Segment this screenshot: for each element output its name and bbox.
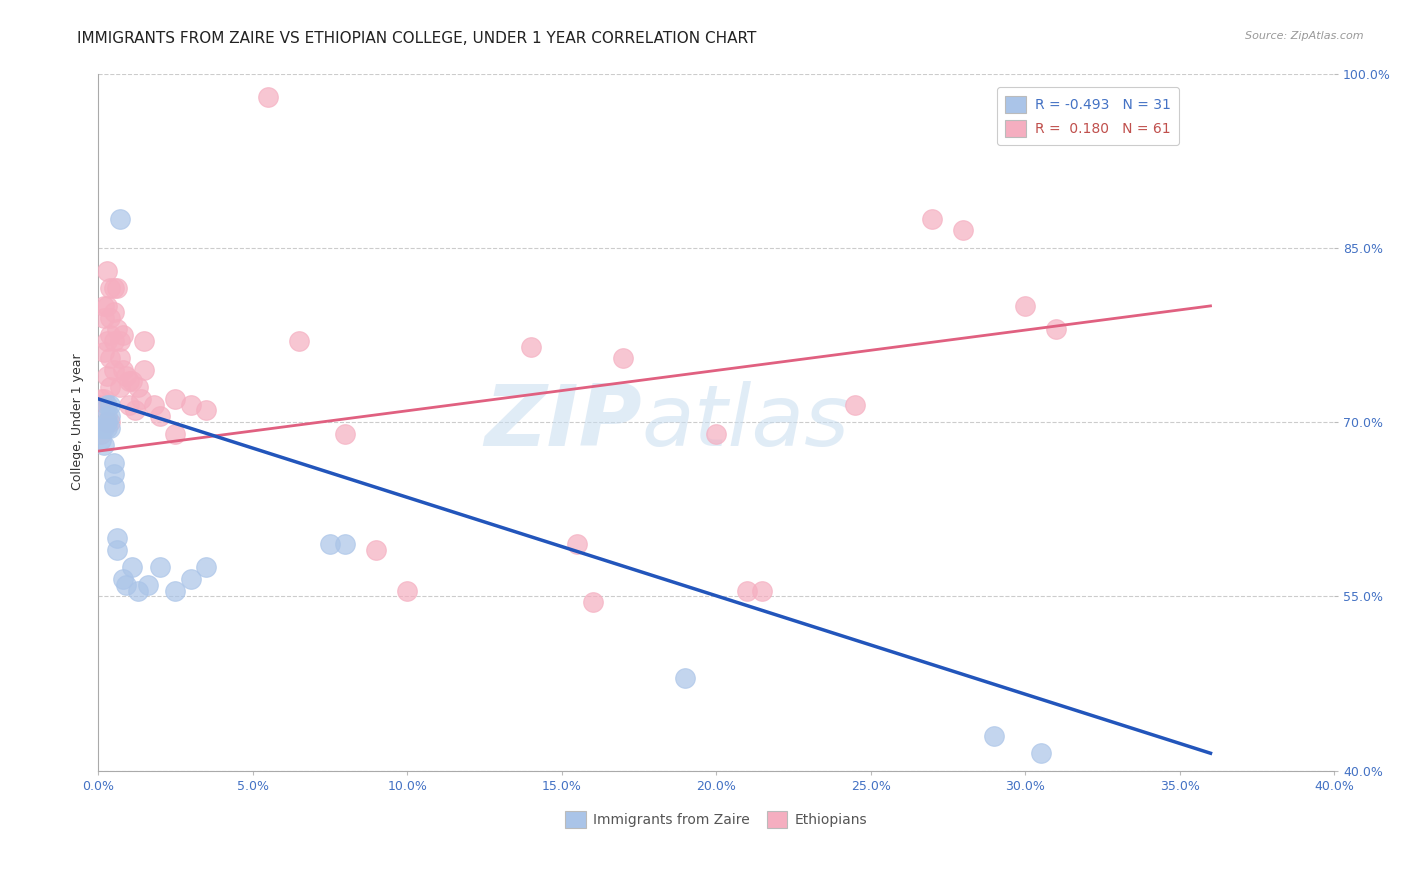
Point bbox=[165, 426, 187, 441]
Point bbox=[103, 456, 125, 470]
Legend: Immigrants from Zaire, Ethiopians: Immigrants from Zaire, Ethiopians bbox=[560, 805, 873, 833]
Point bbox=[673, 671, 696, 685]
Point bbox=[90, 398, 112, 412]
Point bbox=[111, 363, 134, 377]
Point bbox=[127, 380, 149, 394]
Point bbox=[396, 583, 419, 598]
Point bbox=[90, 426, 112, 441]
Point bbox=[195, 403, 218, 417]
Point bbox=[105, 322, 128, 336]
Point bbox=[96, 299, 118, 313]
Point bbox=[519, 340, 541, 354]
Point bbox=[93, 299, 115, 313]
Point bbox=[165, 392, 187, 406]
Point bbox=[127, 583, 149, 598]
Point bbox=[115, 578, 138, 592]
Point bbox=[100, 310, 122, 325]
Point bbox=[136, 578, 159, 592]
Point bbox=[121, 375, 143, 389]
Point bbox=[90, 392, 112, 406]
Text: atlas: atlas bbox=[643, 381, 851, 464]
Point bbox=[100, 380, 122, 394]
Point bbox=[105, 542, 128, 557]
Point bbox=[108, 380, 131, 394]
Point bbox=[93, 421, 115, 435]
Point bbox=[142, 398, 165, 412]
Point bbox=[149, 409, 172, 424]
Point bbox=[103, 334, 125, 348]
Point bbox=[105, 281, 128, 295]
Point bbox=[108, 211, 131, 226]
Point bbox=[735, 583, 758, 598]
Point bbox=[100, 415, 122, 429]
Text: IMMIGRANTS FROM ZAIRE VS ETHIOPIAN COLLEGE, UNDER 1 YEAR CORRELATION CHART: IMMIGRANTS FROM ZAIRE VS ETHIOPIAN COLLE… bbox=[77, 31, 756, 46]
Text: ZIP: ZIP bbox=[484, 381, 643, 464]
Point bbox=[103, 281, 125, 295]
Point bbox=[103, 304, 125, 318]
Point bbox=[100, 328, 122, 343]
Point bbox=[335, 426, 357, 441]
Point bbox=[612, 351, 634, 366]
Point bbox=[96, 415, 118, 429]
Point bbox=[103, 363, 125, 377]
Point bbox=[90, 433, 112, 447]
Point bbox=[131, 392, 153, 406]
Point bbox=[952, 223, 974, 237]
Point bbox=[844, 398, 866, 412]
Point bbox=[124, 403, 146, 417]
Point bbox=[121, 560, 143, 574]
Point bbox=[366, 542, 388, 557]
Point bbox=[105, 531, 128, 545]
Point bbox=[103, 467, 125, 482]
Point bbox=[134, 363, 156, 377]
Point bbox=[704, 426, 727, 441]
Point bbox=[96, 334, 118, 348]
Point bbox=[257, 89, 280, 103]
Point bbox=[96, 398, 118, 412]
Point bbox=[100, 281, 122, 295]
Point bbox=[93, 438, 115, 452]
Point bbox=[96, 368, 118, 383]
Point bbox=[96, 409, 118, 424]
Point bbox=[751, 583, 773, 598]
Text: Source: ZipAtlas.com: Source: ZipAtlas.com bbox=[1246, 31, 1364, 41]
Point bbox=[149, 560, 172, 574]
Point bbox=[118, 398, 141, 412]
Point bbox=[165, 583, 187, 598]
Point bbox=[288, 334, 311, 348]
Point bbox=[96, 421, 118, 435]
Point bbox=[115, 368, 138, 383]
Point bbox=[1029, 746, 1052, 760]
Point bbox=[180, 398, 202, 412]
Point bbox=[90, 421, 112, 435]
Point bbox=[111, 572, 134, 586]
Point bbox=[921, 211, 943, 226]
Point bbox=[118, 375, 141, 389]
Point bbox=[134, 334, 156, 348]
Point bbox=[96, 264, 118, 278]
Point bbox=[335, 537, 357, 551]
Point bbox=[1014, 299, 1036, 313]
Y-axis label: College, Under 1 year: College, Under 1 year bbox=[72, 354, 84, 491]
Point bbox=[93, 392, 115, 406]
Point bbox=[581, 595, 603, 609]
Point bbox=[100, 409, 122, 424]
Point bbox=[180, 572, 202, 586]
Point bbox=[108, 351, 131, 366]
Point bbox=[100, 421, 122, 435]
Point bbox=[108, 334, 131, 348]
Point bbox=[100, 398, 122, 412]
Point bbox=[195, 560, 218, 574]
Point bbox=[93, 345, 115, 359]
Point bbox=[111, 328, 134, 343]
Point bbox=[565, 537, 588, 551]
Point bbox=[100, 351, 122, 366]
Point bbox=[319, 537, 342, 551]
Point bbox=[96, 415, 118, 429]
Point bbox=[103, 479, 125, 493]
Point bbox=[983, 729, 1005, 743]
Point bbox=[1045, 322, 1067, 336]
Point bbox=[93, 310, 115, 325]
